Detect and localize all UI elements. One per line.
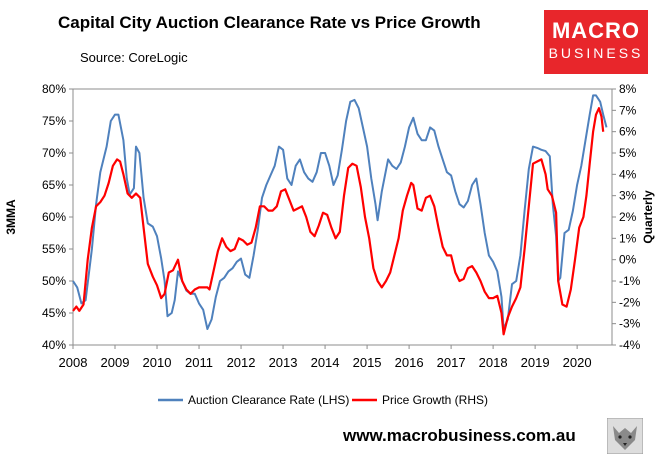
x-tick-label: 2014 — [311, 355, 340, 370]
y-right-tick-label: 5% — [619, 146, 637, 160]
y-left-tick-label: 80% — [42, 82, 66, 96]
x-tick-label: 2020 — [563, 355, 592, 370]
y-right-axis-title: Quarterly — [641, 190, 655, 244]
wolf-icon — [607, 418, 643, 454]
x-tick-label: 2012 — [227, 355, 256, 370]
logo-line-1: MACRO — [551, 18, 641, 43]
y-left-tick-label: 70% — [42, 146, 66, 160]
series-clearance-rate-line — [72, 94, 608, 330]
y-left-tick-label: 75% — [42, 114, 66, 128]
macrobusiness-logo: MACRO BUSINESS — [544, 10, 648, 74]
y-right-tick-label: 8% — [619, 82, 637, 96]
y-right-tick-label: 0% — [619, 253, 637, 267]
y-right-tick-label: 2% — [619, 210, 637, 224]
legend-label: Price Growth (RHS) — [382, 393, 488, 407]
y-right-tick-label: -3% — [619, 317, 641, 331]
source-label: Source: CoreLogic — [80, 50, 188, 65]
chart-title: Capital City Auction Clearance Rate vs P… — [58, 13, 481, 32]
x-tick-label: 2008 — [59, 355, 88, 370]
y-left-tick-label: 60% — [42, 210, 66, 224]
footer-url: www.macrobusiness.com.au — [343, 426, 576, 445]
y-right-tick-label: 7% — [619, 103, 637, 117]
y-left-tick-label: 50% — [42, 274, 66, 288]
y-left-axis-title: 3MMA — [4, 199, 18, 235]
x-tick-label: 2018 — [479, 355, 508, 370]
legend-label: Auction Clearance Rate (LHS) — [188, 393, 349, 407]
y-right-tick-label: 1% — [619, 231, 637, 245]
x-tick-label: 2017 — [437, 355, 466, 370]
y-right-tick-label: 4% — [619, 167, 637, 181]
y-right-tick-label: 3% — [619, 189, 637, 203]
x-tick-label: 2019 — [521, 355, 550, 370]
x-tick-label: 2011 — [185, 355, 213, 370]
x-tick-label: 2010 — [143, 355, 172, 370]
x-tick-label: 2009 — [101, 355, 130, 370]
x-tick-label: 2015 — [353, 355, 382, 370]
y-right-tick-label: -1% — [619, 274, 641, 288]
y-left-tick-label: 40% — [42, 338, 66, 352]
y-left-tick-label: 55% — [42, 242, 66, 256]
y-right-tick-label: -2% — [619, 295, 641, 309]
y-right-tick-label: 6% — [619, 125, 637, 139]
x-tick-label: 2016 — [395, 355, 424, 370]
y-right-tick-label: -4% — [619, 338, 641, 352]
logo-line-2: BUSINESS — [548, 45, 644, 61]
y-left-tick-label: 45% — [42, 306, 66, 320]
series-price-growth-line — [72, 107, 605, 336]
x-tick-label: 2013 — [269, 355, 298, 370]
y-left-tick-label: 65% — [42, 178, 66, 192]
